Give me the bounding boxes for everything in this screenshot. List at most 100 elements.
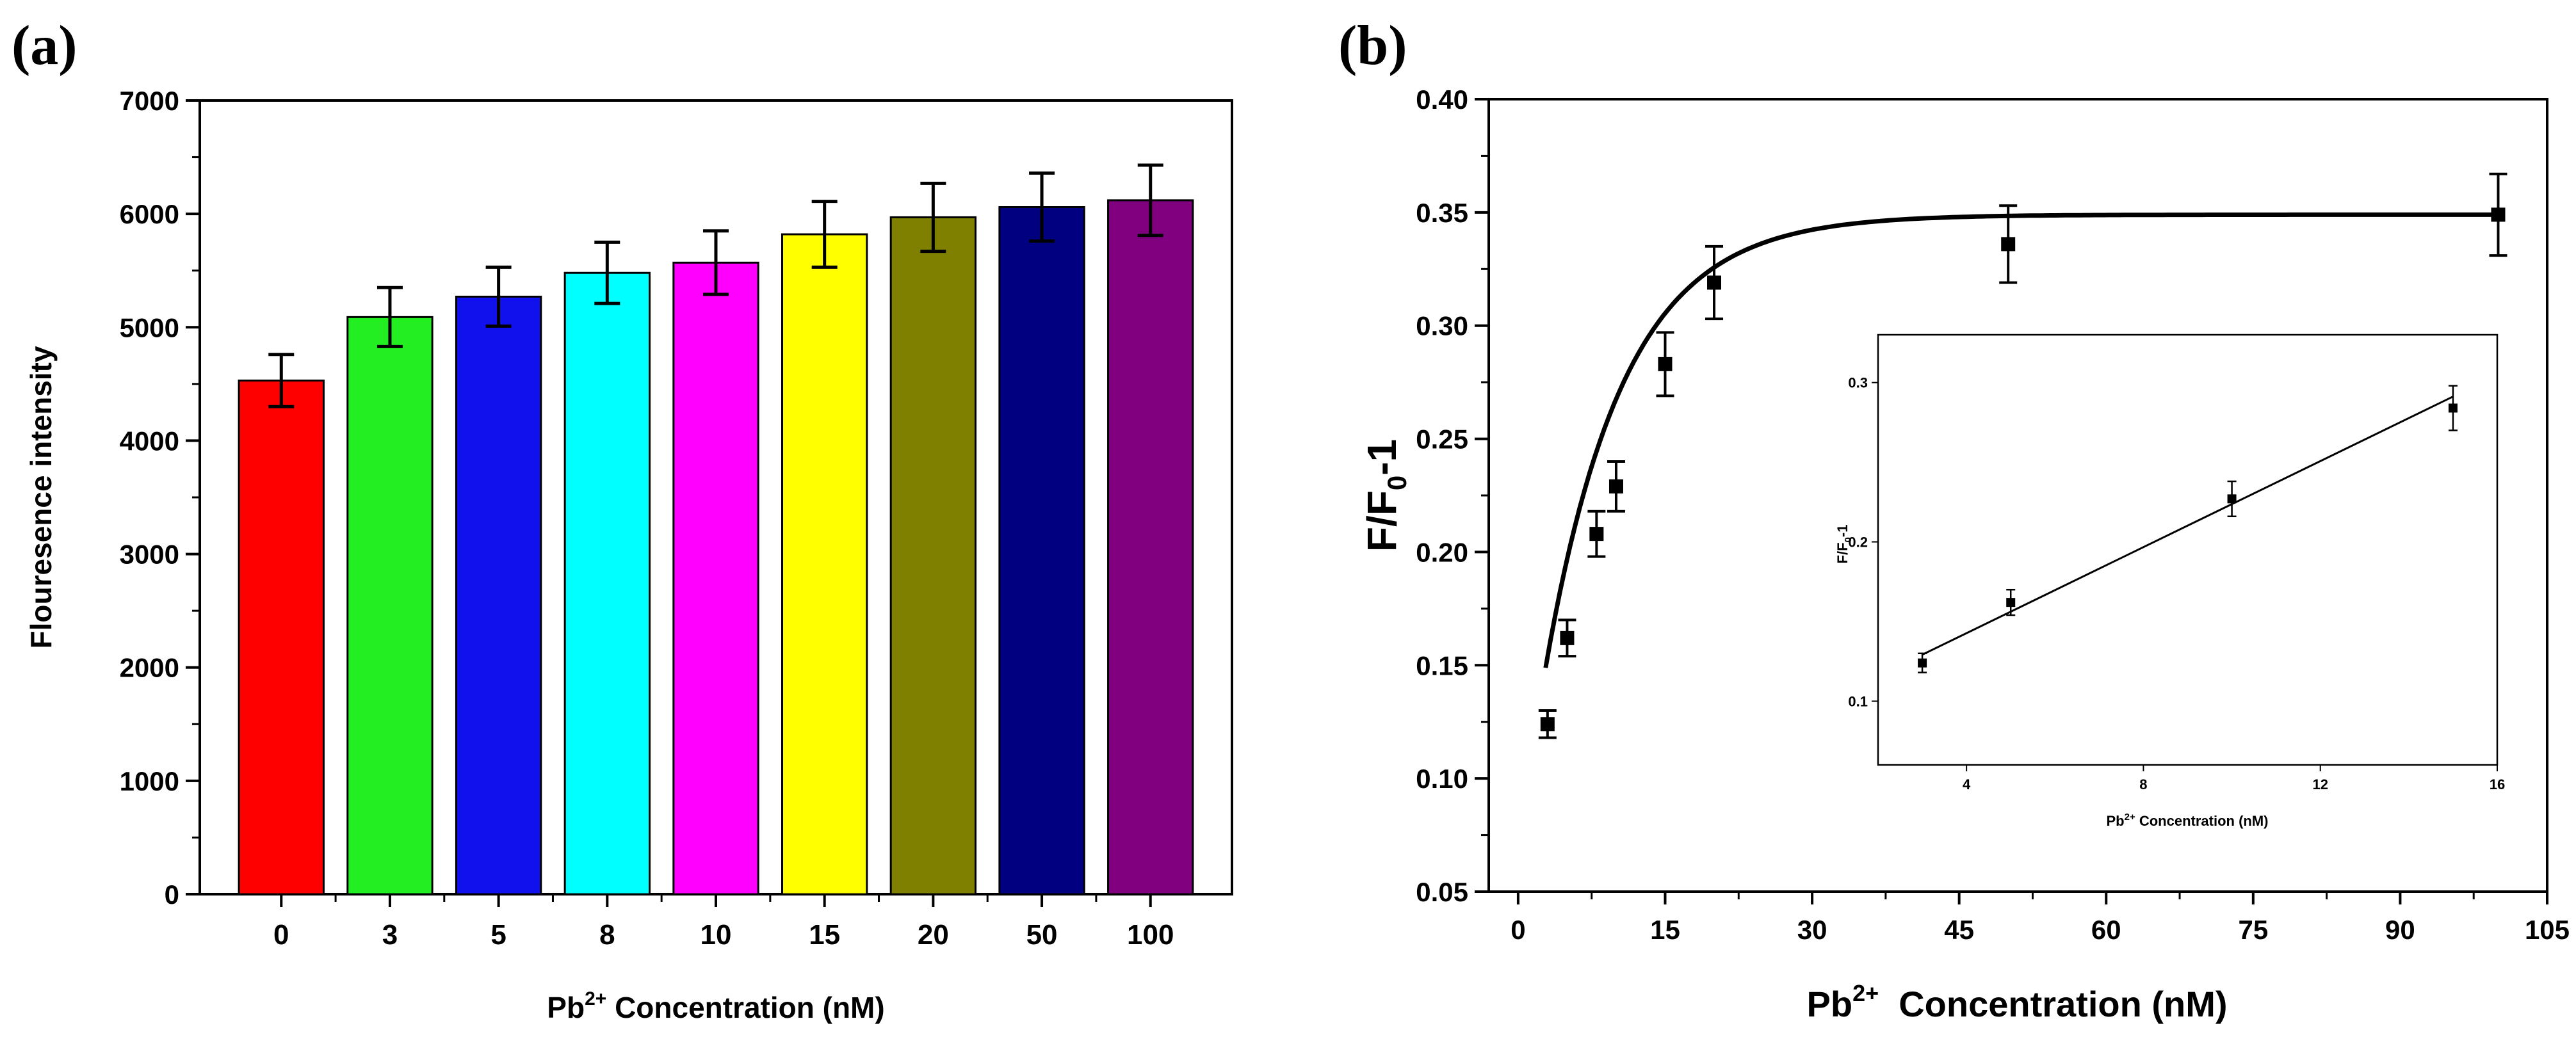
y-tick-label: 0.10: [1416, 764, 1468, 794]
panel-a-y-axis-label: Flouresence intensity: [24, 346, 58, 648]
y-tick-label: 1000: [120, 766, 179, 796]
y-tick-label: 3000: [120, 540, 179, 570]
panel-a-xlabel-sup: 2+: [585, 988, 606, 1009]
inset-data-point: [2448, 403, 2458, 413]
panel-a-y-axis: 0 1000 2000 3000 4000 5000 6000 7000: [120, 86, 200, 910]
panel-b-inset: 0.1 0.2 0.3 4 8 12 16 Pb2+ Concentration (nM)…: [1835, 333, 2505, 829]
x-tick-label: 3: [382, 919, 398, 951]
inset-ylabel-sub: 0: [1843, 537, 1854, 542]
inset-xlabel-rest: Concentration (nM): [2135, 813, 2269, 829]
data-point: [1707, 275, 1722, 290]
bar: [781, 233, 868, 895]
bar: [563, 271, 651, 895]
panel-b-xlabel-sup: 2+: [1852, 980, 1879, 1006]
y-tick-label: 0.30: [1416, 311, 1468, 341]
x-tick-label: 60: [2091, 915, 2121, 945]
inset-x-axis: 4 8 12 16: [1963, 765, 2505, 792]
data-point: [1589, 527, 1604, 542]
bar: [889, 216, 977, 895]
panel-a-label: (a): [12, 15, 77, 77]
bar: [1107, 199, 1194, 895]
x-tick-label: 0: [273, 919, 289, 951]
y-tick-label: 5000: [120, 312, 179, 342]
inset-data-points: [1918, 385, 2458, 673]
inset-plot-frame: [1877, 333, 2499, 766]
data-point: [1608, 479, 1623, 494]
inset-xlabel-prefix: Pb: [2107, 813, 2125, 829]
panel-b-xlabel-rest: Concentration (nM): [1879, 984, 2227, 1024]
x-tick-label: 90: [2385, 915, 2415, 945]
panel-b-ylabel-sub: 0: [1382, 476, 1412, 490]
data-point: [2001, 237, 2016, 252]
x-tick-label: 100: [1127, 919, 1174, 951]
panel-b-label: (b): [1338, 15, 1407, 77]
panel-b-xlabel-prefix: Pb: [1807, 984, 1853, 1024]
data-point: [1658, 357, 1673, 371]
data-point: [1560, 630, 1575, 645]
panel-b-x-axis-label: Pb2+ Concentration (nM): [1807, 980, 2228, 1024]
inset-y-axis: 0.1 0.2 0.3: [1848, 375, 1878, 709]
y-tick-label: 0.15: [1416, 650, 1468, 680]
panel-a-xlabel-prefix: Pb: [547, 991, 585, 1024]
y-tick-label: 0.35: [1416, 198, 1468, 228]
y-tick-label: 0.20: [1416, 537, 1468, 567]
bar: [238, 380, 325, 895]
y-tick-label: 0: [165, 879, 179, 910]
inset-y-tick-label: 0.2: [1848, 534, 1868, 550]
data-point: [1540, 717, 1555, 732]
inset-x-tick-label: 8: [2139, 776, 2147, 792]
x-tick-label: 20: [918, 919, 949, 951]
x-tick-label: 0: [1511, 915, 1525, 945]
x-tick-label: 30: [1797, 915, 1827, 945]
panel-a: (a) 0 1000 2000 3000 4000 5000 6000 7000 0 3 5 8 10…: [12, 15, 1233, 1024]
bar: [998, 206, 1085, 895]
x-tick-label: 15: [809, 919, 840, 951]
inset-ylabel-rest: -1: [1835, 525, 1851, 538]
y-tick-label: 2000: [120, 653, 179, 683]
panel-b-fit-curve: [1543, 212, 2497, 668]
x-tick-label: 50: [1026, 919, 1058, 951]
panel-b-ylabel-rest: -1: [1359, 439, 1405, 476]
x-tick-label: 75: [2238, 915, 2268, 945]
panel-b: (b) 0.050.100.150.200.250.300.350.40 0 15…: [1338, 15, 2570, 1024]
panel-a-x-axis-label: Pb2+ Concentration (nM): [547, 988, 884, 1024]
x-tick-label: 10: [701, 919, 732, 951]
y-tick-label: 7000: [120, 86, 179, 116]
y-tick-label: 6000: [120, 199, 179, 229]
panel-a-bars: [238, 199, 1194, 895]
inset-data-point: [2227, 494, 2237, 504]
x-tick-label: 105: [2525, 915, 2570, 945]
y-tick-label: 0.05: [1416, 877, 1468, 907]
data-point: [2491, 207, 2506, 222]
panel-b-x-axis: 0 15 30 45 60 75 90 105: [1511, 892, 2570, 945]
inset-data-point: [1918, 658, 1927, 668]
panel-b-data-points: [1538, 172, 2507, 739]
inset-x-tick-label: 12: [2312, 776, 2328, 792]
x-tick-label: 45: [1944, 915, 1974, 945]
panel-a-error-bars: [268, 163, 1163, 408]
panel-a-x-axis: 0 3 5 8 10 15 20 50 100: [273, 894, 1174, 951]
inset-x-tick-label: 16: [2490, 776, 2505, 792]
bar: [455, 295, 542, 895]
bar: [672, 261, 759, 895]
panel-a-xlabel-rest: Concentration (nM): [606, 991, 884, 1024]
x-tick-label: 8: [599, 919, 615, 951]
panel-b-y-axis: 0.05 0.10 0.15 0.20 0.25 0.30 0.35 0.40: [1416, 84, 1489, 907]
bar: [346, 316, 433, 895]
x-tick-label: 15: [1650, 915, 1680, 945]
y-tick-label: 0.40: [1416, 84, 1468, 115]
x-tick-label: 5: [490, 919, 506, 951]
inset-data-point: [2006, 598, 2016, 607]
panel-b-ylabel-prefix: F/F: [1359, 490, 1405, 552]
inset-y-axis-label: F/F0-1: [1835, 525, 1854, 564]
inset-xlabel-sup: 2+: [2125, 812, 2135, 823]
inset-y-tick-label: 0.1: [1848, 693, 1868, 709]
inset-x-tick-label: 4: [1963, 776, 1971, 792]
inset-y-tick-label: 0.3: [1848, 375, 1868, 391]
panel-b-y-axis-label: F/F0-1: [1359, 439, 1412, 552]
inset-ylabel-prefix: F/F: [1835, 542, 1851, 563]
y-tick-label: 0.25: [1416, 424, 1468, 454]
y-tick-label: 4000: [120, 426, 179, 456]
